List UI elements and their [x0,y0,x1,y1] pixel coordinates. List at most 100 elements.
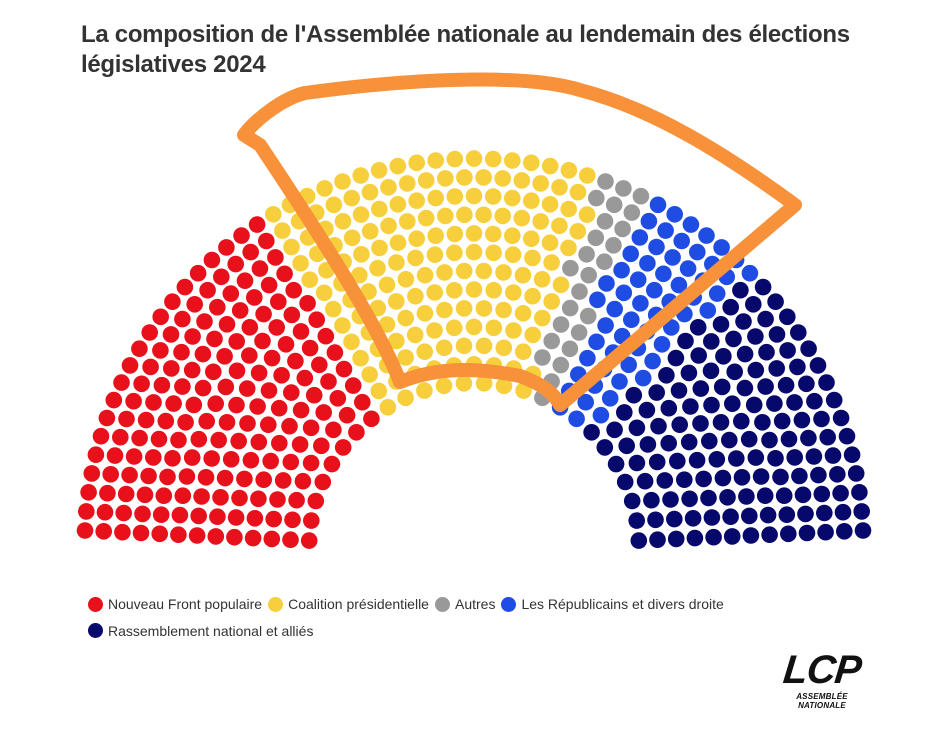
seat-dot [292,255,309,272]
seat-dot [689,244,706,261]
seat-dot [786,449,803,466]
seat-dot [700,490,717,507]
seat-dot [515,343,532,360]
legend-label: Les Républicains et divers droite [521,592,723,616]
seat-dot [810,467,827,484]
seat-dot [486,320,503,337]
seat-dot [532,175,549,192]
seat-dot [324,456,341,473]
seat-dot [836,523,853,540]
seat-dot [737,380,754,397]
seat-dot [447,188,464,205]
seat-dot [210,432,227,449]
seat-dot [476,338,493,355]
seat-dot [466,150,483,167]
seat-dot [363,411,380,428]
seat-dot [542,234,559,251]
seat-dot [233,227,250,244]
seat-dot [851,484,868,501]
seat-dot [606,197,623,214]
seat-dot [330,390,347,407]
seat-dot [598,275,615,292]
seat-dot [632,295,649,312]
legend-item[interactable]: Nouveau Front populaire [88,592,262,616]
seat-dot [343,190,360,207]
seat-dot [293,323,310,340]
seat-dot [515,267,532,284]
seat-dot [199,282,216,299]
seat-dot [485,188,502,205]
logo-main-text: LCP [774,650,870,690]
seat-dot [399,213,416,230]
seat-dot [436,302,453,319]
seat-dot [223,451,240,468]
seat-dot [589,292,606,309]
seat-dot [650,197,667,214]
seat-dot [158,413,175,430]
seat-dot [466,281,483,298]
seat-dot [757,378,774,395]
seat-dot [806,448,823,465]
legend-item[interactable]: Coalition présidentielle [268,592,429,616]
seat-dot [397,349,414,366]
seat-dot [335,439,352,456]
seat-dot [504,152,521,169]
seat-dot [427,246,444,263]
seats-group [77,150,872,549]
seat-dot [543,333,560,350]
seat-dot [560,201,577,218]
seat-dot [668,350,685,367]
seat-dot [476,263,493,280]
seat-dot [703,363,720,380]
seat-dot [504,227,521,244]
legend: Nouveau Front populaire Coalition préside… [88,592,808,645]
seat-dot [237,272,254,289]
seat-dot [156,487,173,504]
seat-dot [284,512,301,529]
seat-dot [218,379,235,396]
seat-dot [818,374,835,391]
seat-dot [825,447,842,464]
seat-dot [485,245,502,262]
seat-dot [579,206,596,223]
seat-dot [112,429,129,446]
seat-dot [622,246,639,263]
seat-dot [320,373,337,390]
seat-dot [485,226,502,243]
seat-dot [560,240,577,257]
seat-dot [624,493,641,510]
seat-dot [753,468,770,485]
seat-dot [196,313,213,330]
seat-dot [299,295,316,312]
seat-dot [293,402,310,419]
seat-dot [262,453,279,470]
seat-dot [334,173,351,190]
seat-dot [78,503,95,520]
seat-dot [369,260,386,277]
seat-dot [617,474,634,491]
seat-dot [379,277,396,294]
seat-dot [284,307,301,324]
seat-dot [466,225,483,242]
seat-dot [735,313,752,330]
seat-dot [170,526,187,543]
legend-item[interactable]: Autres [435,592,495,616]
seat-dot [216,348,233,365]
legend-item[interactable]: Rassemblement national et alliés [88,619,313,643]
seat-dot [80,484,97,501]
seat-dot [596,253,613,270]
seat-dot [362,223,379,240]
lcp-logo: LCP ASSEMBLÉE NATIONALE [776,650,868,710]
seat-dot [839,428,856,445]
seat-dot [288,492,305,509]
legend-item[interactable]: Les Républicains et divers droite [501,592,723,616]
seat-dot [175,487,192,504]
seat-dot [283,384,300,401]
seat-dot [505,322,522,339]
seat-dot [597,439,614,456]
seat-dot [741,508,758,525]
seat-dot [561,162,578,179]
seat-dot [661,400,678,417]
seat-dot [648,384,665,401]
seat-dot [380,399,397,416]
